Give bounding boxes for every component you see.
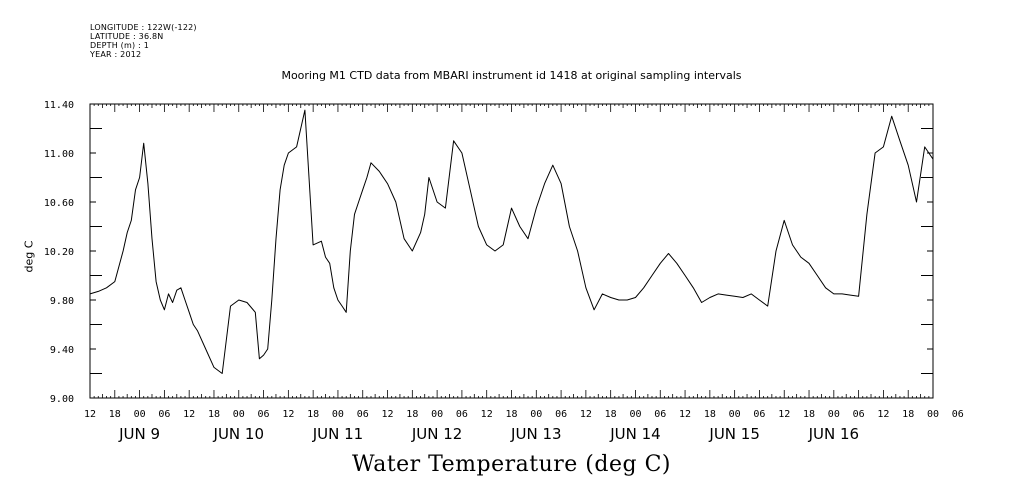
- series-layer: [89, 109, 934, 374]
- x-day-label: JUN 12: [411, 425, 462, 443]
- x-ticks: 12 18 00 06 12 18 00 06 12 18 00 06 12 18 00 06 12 18 00 06…: [84, 104, 964, 443]
- meta-year: YEAR : 2012: [90, 50, 142, 59]
- x-hour-label: 18: [406, 409, 418, 420]
- x-hour-label: 12: [481, 409, 493, 420]
- x-day-label: JUN 13: [510, 425, 561, 443]
- x-hour-label: 12: [183, 409, 195, 420]
- x-day-label: JUN 9: [118, 425, 160, 443]
- x-hour-label: 18: [704, 409, 716, 420]
- meta-longitude: LONGITUDE : 122W(-122): [90, 23, 197, 32]
- x-hour-label: 12: [282, 409, 294, 420]
- meta-depth: DEPTH (m) : 1: [90, 41, 149, 50]
- x-hour-label: 06: [555, 409, 567, 420]
- x-hour-label: 18: [803, 409, 815, 420]
- x-hour-label: 00: [629, 409, 641, 420]
- x-hour-label: 12: [877, 409, 889, 420]
- x-hour-label: 12: [679, 409, 691, 420]
- x-hour-label: 06: [654, 409, 666, 420]
- x-day-label: JUN 15: [708, 425, 759, 443]
- x-hour-label: 12: [580, 409, 592, 420]
- x-hour-label: 00: [828, 409, 840, 420]
- x-hour-label: 00: [530, 409, 542, 420]
- y-tick-label: 11.40: [44, 100, 74, 111]
- x-hour-label: 18: [902, 409, 914, 420]
- y-tick-label: 10.60: [44, 198, 74, 209]
- y-tick-label: 9.40: [50, 345, 74, 356]
- x-hour-label: 12: [778, 409, 790, 420]
- y-tick-label: 9.00: [50, 394, 74, 405]
- x-hour-label: 06: [456, 409, 468, 420]
- x-hour-label: 18: [505, 409, 517, 420]
- x-hour-label: 18: [208, 409, 220, 420]
- x-axis-label: Water Temperature (deg C): [352, 452, 671, 477]
- x-hour-label: 06: [753, 409, 765, 420]
- x-hour-label: 12: [382, 409, 394, 420]
- x-hour-label: 00: [233, 409, 245, 420]
- x-hour-label: 00: [927, 409, 939, 420]
- x-hour-label: 00: [332, 409, 344, 420]
- x-hour-label: 00: [431, 409, 443, 420]
- x-hour-label: 18: [307, 409, 319, 420]
- y-tick-label: 10.20: [44, 247, 74, 258]
- x-day-label: JUN 10: [213, 425, 264, 443]
- plot-frame: [89, 103, 934, 399]
- x-day-label: JUN 14: [609, 425, 660, 443]
- series-line-0: [89, 109, 934, 374]
- y-tick-label: 11.00: [44, 149, 74, 160]
- y-ticks: 9.00 9.40 9.80 10.20 10.60 11.00 11.40: [44, 100, 933, 405]
- x-hour-label: 12: [84, 409, 96, 420]
- x-hour-label: 06: [258, 409, 270, 420]
- x-hour-label: 06: [158, 409, 170, 420]
- x-hour-label: 18: [109, 409, 121, 420]
- x-hour-label: 06: [853, 409, 865, 420]
- y-tick-label: 9.80: [50, 296, 74, 307]
- x-hour-label: 00: [134, 409, 146, 420]
- axes: [89, 103, 934, 399]
- x-day-label: JUN 16: [808, 425, 859, 443]
- chart-title: Mooring M1 CTD data from MBARI instrumen…: [281, 69, 742, 82]
- x-hour-label: 00: [729, 409, 741, 420]
- x-hour-label: 06: [357, 409, 369, 420]
- x-day-label: JUN 11: [312, 425, 363, 443]
- meta-latitude: LATITUDE : 36.8N: [90, 32, 164, 41]
- x-hour-label: 06: [952, 409, 964, 420]
- x-hour-label: 18: [605, 409, 617, 420]
